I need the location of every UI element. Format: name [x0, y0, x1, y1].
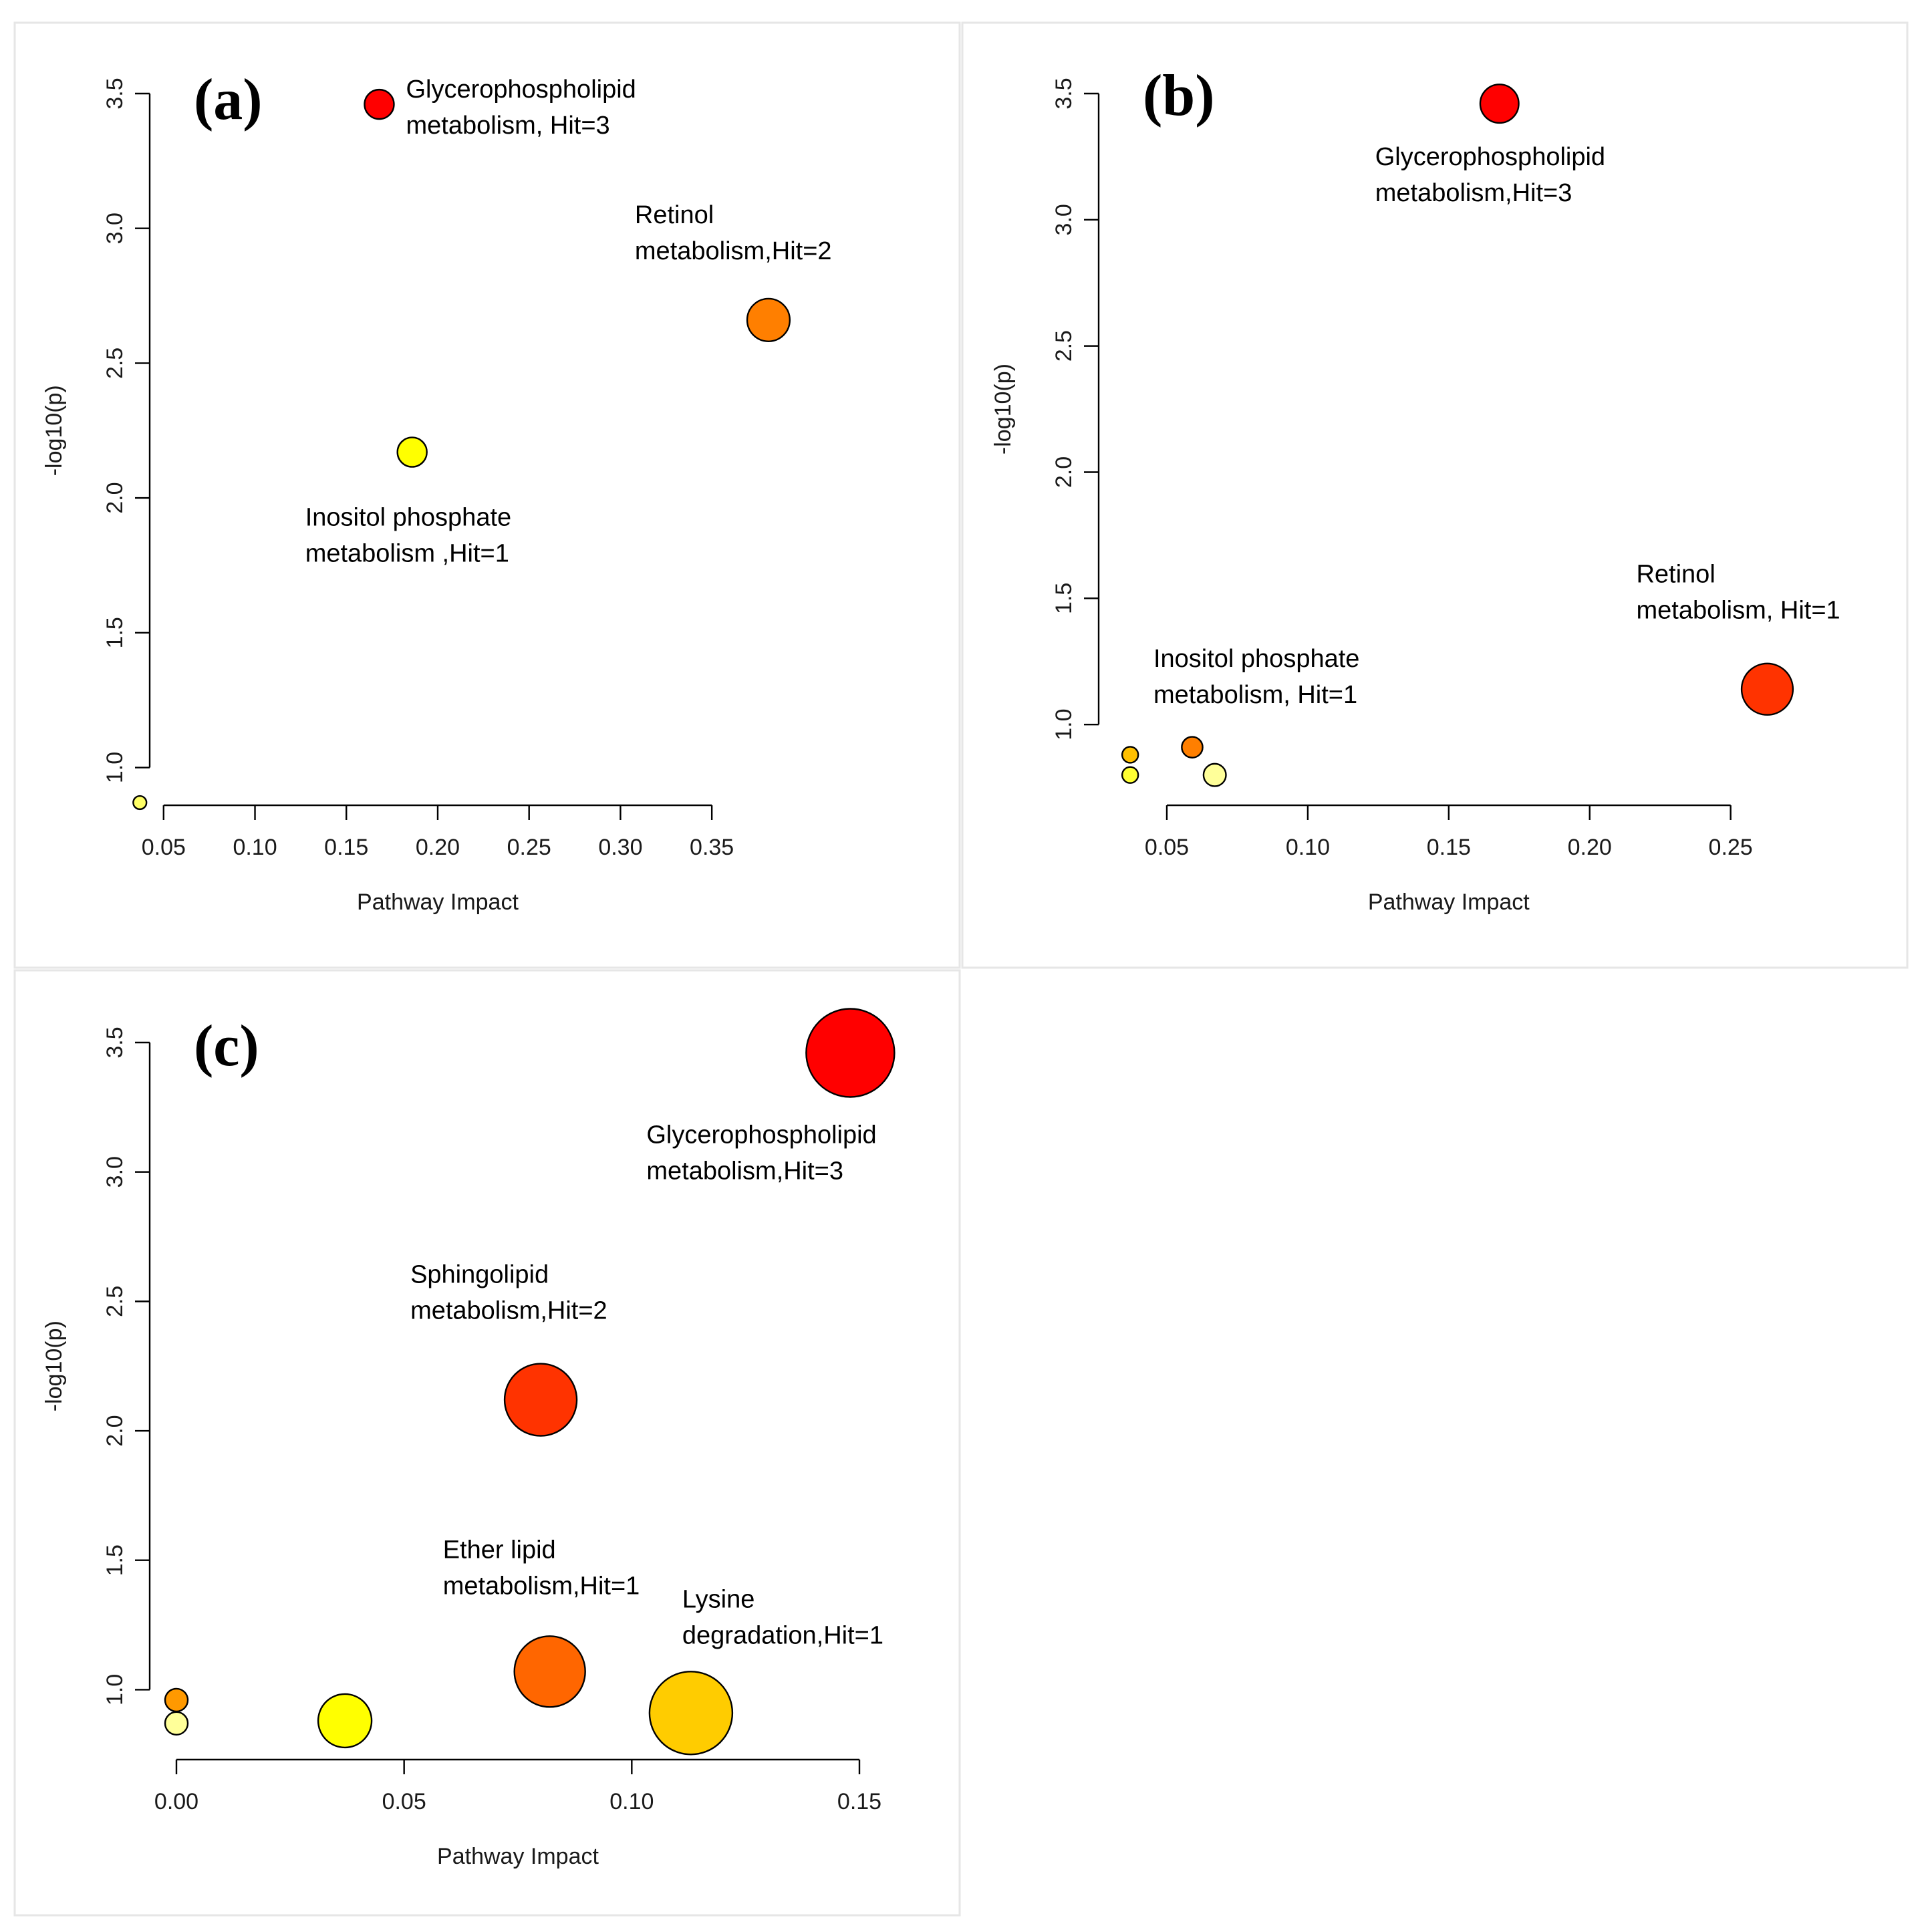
y-tick-label: 1.5 — [102, 617, 128, 648]
y-tick-label: 1.0 — [102, 752, 128, 783]
pathway-bubble — [396, 436, 428, 468]
pathway-bubble — [132, 795, 148, 811]
annotation-line: Inositol phosphate — [1153, 645, 1359, 673]
x-tick-label: 0.05 — [1145, 835, 1189, 860]
pathway-bubble — [513, 1635, 586, 1708]
y-tick-label: 1.5 — [102, 1544, 128, 1576]
y-axis-title: -log10(p) — [41, 385, 67, 476]
pathway-bubble — [1121, 746, 1139, 764]
x-tick-label: 0.15 — [324, 835, 368, 860]
pathway-bubble — [1740, 662, 1794, 716]
y-tick-label: 2.5 — [102, 348, 128, 379]
annotation-line: Retinol — [1636, 560, 1715, 588]
y-tick-label: 3.5 — [102, 78, 128, 109]
x-tick-label: 0.15 — [837, 1789, 881, 1814]
annotation-line: Glycerophospholipid — [406, 76, 636, 104]
y-tick-label: 3.5 — [1051, 78, 1077, 109]
chart-panel-2: 0.00 0.05 0.10 0.15 Pathway Impact 1.0 1.5 2.0 2… — [13, 969, 961, 1917]
annotation-line: metabolism, Hit=1 — [1636, 596, 1840, 624]
pathway-annotation: Ether lipid metabolism,Hit=1 — [443, 1536, 640, 1600]
y-tick-label: 1.0 — [102, 1674, 128, 1705]
panel-frame — [13, 21, 961, 969]
x-tick-label: 0.30 — [598, 835, 642, 860]
x-axis-title: Pathway Impact — [1368, 889, 1530, 915]
pathway-annotation: Glycerophospholipid metabolism, Hit=3 — [406, 76, 636, 140]
y-tick-label: 1.5 — [1051, 583, 1077, 614]
x-tick-label: 0.05 — [382, 1789, 426, 1814]
y-tick-label: 2.5 — [1051, 330, 1077, 362]
chart-panel-1: 0.05 0.10 0.15 0.20 0.25 Pathway Impact 1.0 1.5… — [961, 21, 1909, 969]
pathway-annotation: Inositol phosphate metabolism, Hit=1 — [1153, 645, 1359, 709]
panel-label: (b) — [1143, 63, 1215, 128]
annotation-line: Inositol phosphate — [305, 504, 511, 532]
pathway-bubble — [746, 297, 791, 342]
x-tick-label: 0.20 — [416, 835, 460, 860]
pathway-bubble — [164, 1711, 189, 1736]
pathway-bubble — [164, 1687, 189, 1713]
pathway-bubble — [805, 1008, 896, 1098]
pathway-bubble — [503, 1363, 578, 1437]
x-tick-label: 0.10 — [609, 1789, 654, 1814]
annotation-line: degradation,Hit=1 — [682, 1621, 883, 1649]
pathway-bubble — [1181, 736, 1204, 758]
panel-frame — [13, 969, 961, 1917]
pathway-annotation: Retinol metabolism, Hit=1 — [1636, 560, 1840, 624]
annotation-line: metabolism ,Hit=1 — [305, 540, 509, 568]
annotation-line: metabolism,Hit=3 — [1375, 179, 1572, 207]
panel-label: (a) — [194, 67, 263, 132]
x-tick-label: 0.10 — [1286, 835, 1330, 860]
x-tick-label: 0.15 — [1427, 835, 1471, 860]
y-tick-label: 2.0 — [1051, 456, 1077, 488]
annotation-line: Sphingolipid — [410, 1261, 549, 1289]
x-tick-label: 0.00 — [154, 1789, 198, 1814]
panel-frame — [961, 21, 1909, 969]
pathway-bubble — [1121, 766, 1139, 784]
pathway-annotation: Glycerophospholipid metabolism,Hit=3 — [646, 1121, 876, 1185]
x-axis-title: Pathway Impact — [357, 889, 519, 915]
pathway-bubble — [1202, 763, 1227, 787]
pathway-annotation: Retinol metabolism,Hit=2 — [635, 201, 832, 265]
x-tick-label: 0.10 — [233, 835, 277, 860]
x-tick-label: 0.05 — [142, 835, 186, 860]
y-tick-label: 2.0 — [102, 482, 128, 513]
pathway-annotation: Lysine degradation,Hit=1 — [682, 1585, 883, 1649]
pathway-annotation: Sphingolipid metabolism,Hit=2 — [410, 1261, 607, 1325]
y-tick-label: 2.0 — [102, 1415, 128, 1446]
x-axis-title: Pathway Impact — [437, 1844, 599, 1869]
chart-panel-0: 0.05 0.10 0.15 0.20 0.25 0.30 0.35 Pathway Impa… — [13, 21, 961, 969]
x-tick-label: 0.20 — [1568, 835, 1612, 860]
pathway-bubble — [648, 1671, 734, 1756]
pathway-annotation: Glycerophospholipid metabolism,Hit=3 — [1375, 143, 1605, 207]
annotation-line: metabolism, Hit=3 — [406, 112, 609, 140]
y-tick-label: 2.5 — [102, 1286, 128, 1317]
y-axis-title: -log10(p) — [990, 364, 1016, 454]
y-tick-label: 3.0 — [102, 213, 128, 244]
pathway-annotation: Inositol phosphate metabolism ,Hit=1 — [305, 504, 511, 568]
x-tick-label: 0.35 — [690, 835, 734, 860]
x-tick-label: 0.25 — [507, 835, 551, 860]
annotation-line: Ether lipid — [443, 1536, 556, 1564]
y-tick-label: 3.5 — [102, 1026, 128, 1058]
annotation-line: metabolism,Hit=1 — [443, 1572, 640, 1600]
annotation-line: Retinol — [635, 201, 714, 229]
annotation-line: Glycerophospholipid — [1375, 143, 1605, 171]
pathway-bubble — [317, 1693, 373, 1749]
annotation-line: metabolism,Hit=2 — [635, 237, 832, 265]
y-tick-label: 3.0 — [102, 1156, 128, 1188]
x-tick-label: 0.25 — [1709, 835, 1753, 860]
annotation-line: metabolism,Hit=2 — [410, 1297, 607, 1325]
y-tick-label: 3.0 — [1051, 204, 1077, 235]
annotation-line: Glycerophospholipid — [646, 1121, 876, 1149]
panel-label: (c) — [194, 1014, 259, 1079]
pathway-bubble — [1479, 84, 1520, 124]
y-axis-title: -log10(p) — [41, 1321, 67, 1411]
annotation-line: metabolism,Hit=3 — [646, 1157, 843, 1185]
annotation-line: metabolism, Hit=1 — [1153, 681, 1357, 709]
y-tick-label: 1.0 — [1051, 709, 1077, 740]
pathway-bubble — [364, 88, 395, 120]
annotation-line: Lysine — [682, 1585, 754, 1613]
